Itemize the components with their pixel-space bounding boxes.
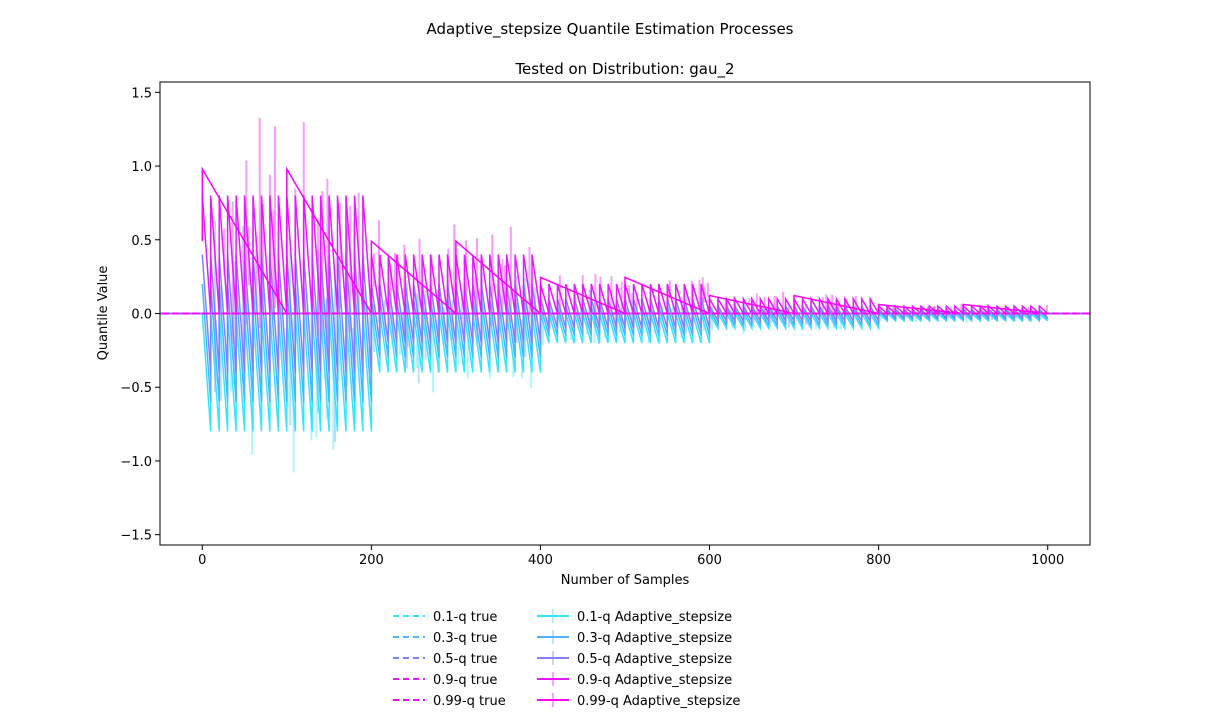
legend-label: 0.99-q Adaptive_stepsize bbox=[577, 694, 740, 709]
y-tick-label: 1.5 bbox=[131, 86, 152, 101]
legend-label: 0.99-q true bbox=[433, 694, 506, 709]
legend-label: 0.3-q true bbox=[433, 631, 497, 646]
y-tick-label: 0.0 bbox=[131, 308, 152, 323]
legend-label: 0.5-q true bbox=[433, 652, 497, 667]
y-tick-label: −1.0 bbox=[120, 455, 152, 470]
legend-label: 0.1-q Adaptive_stepsize bbox=[577, 610, 732, 625]
legend-label: 0.1-q true bbox=[433, 610, 497, 625]
figure-suptitle: Adaptive_stepsize Quantile Estimation Pr… bbox=[426, 20, 793, 39]
plot-area bbox=[160, 117, 1090, 473]
x-tick-label: 400 bbox=[528, 553, 553, 568]
legend-label: 0.3-q Adaptive_stepsize bbox=[577, 631, 732, 646]
x-tick-label: 600 bbox=[697, 553, 722, 568]
y-tick-label: −1.5 bbox=[120, 529, 152, 544]
y-tick-label: 0.5 bbox=[131, 234, 152, 249]
y-axis-label: Quantile Value bbox=[96, 266, 111, 361]
y-tick-label: 1.0 bbox=[131, 160, 152, 175]
x-tick-label: 200 bbox=[359, 553, 384, 568]
legend-label: 0.9-q true bbox=[433, 673, 497, 688]
legend-label: 0.5-q Adaptive_stepsize bbox=[577, 652, 732, 667]
series-layer bbox=[201, 166, 1049, 432]
x-tick-label: 800 bbox=[866, 553, 891, 568]
series-line bbox=[201, 166, 1048, 317]
x-axis-label: Number of Samples bbox=[561, 573, 690, 588]
legend-label: 0.9-q Adaptive_stepsize bbox=[577, 673, 732, 688]
x-axis: 0 200 400 600 800 1000 bbox=[198, 545, 1064, 568]
x-tick-label: 1000 bbox=[1031, 553, 1064, 568]
legend: 0.1-q true 0.3-q true 0.5-q true 0.9-q true… bbox=[393, 609, 740, 709]
y-tick-label: −0.5 bbox=[120, 381, 152, 396]
x-tick-label: 0 bbox=[198, 553, 206, 568]
chart-title: Tested on Distribution: gau_2 bbox=[514, 60, 734, 79]
y-axis: −1.5 −1.0 −0.5 0.0 0.5 1.0 1.5 bbox=[120, 86, 160, 544]
